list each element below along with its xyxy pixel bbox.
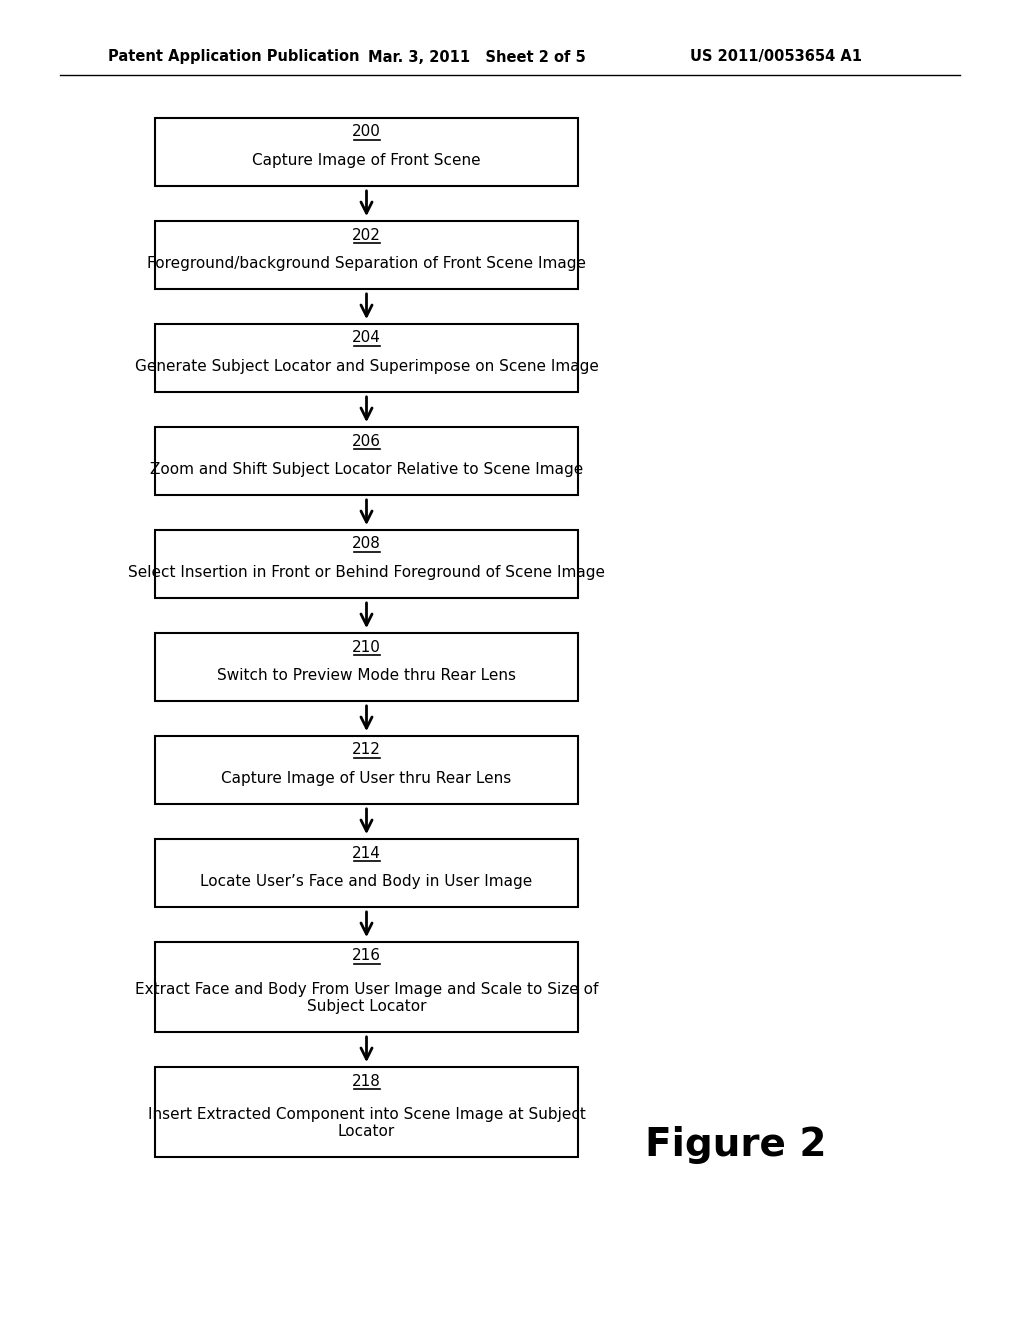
Bar xyxy=(155,737,578,804)
Text: Generate Subject Locator and Superimpose on Scene Image: Generate Subject Locator and Superimpose… xyxy=(134,359,598,374)
Text: Zoom and Shift Subject Locator Relative to Scene Image: Zoom and Shift Subject Locator Relative … xyxy=(150,462,583,477)
Bar xyxy=(155,323,578,392)
Bar xyxy=(155,634,578,701)
Text: 214: 214 xyxy=(352,846,381,861)
Text: Locate User’s Face and Body in User Image: Locate User’s Face and Body in User Imag… xyxy=(201,874,532,888)
Text: 212: 212 xyxy=(352,742,381,758)
Text: 206: 206 xyxy=(352,433,381,449)
Text: 216: 216 xyxy=(352,949,381,964)
Text: Capture Image of Front Scene: Capture Image of Front Scene xyxy=(252,153,481,168)
Text: Subject Locator: Subject Locator xyxy=(307,999,426,1014)
Bar xyxy=(155,942,578,1032)
Text: 210: 210 xyxy=(352,639,381,655)
Bar xyxy=(155,840,578,907)
Text: Insert Extracted Component into Scene Image at Subject: Insert Extracted Component into Scene Im… xyxy=(147,1106,586,1122)
Text: Select Insertion in Front or Behind Foreground of Scene Image: Select Insertion in Front or Behind Fore… xyxy=(128,565,605,579)
Text: 202: 202 xyxy=(352,227,381,243)
Text: 200: 200 xyxy=(352,124,381,140)
Bar xyxy=(155,220,578,289)
Bar xyxy=(155,531,578,598)
Text: US 2011/0053654 A1: US 2011/0053654 A1 xyxy=(690,49,862,65)
Text: 204: 204 xyxy=(352,330,381,346)
Text: Switch to Preview Mode thru Rear Lens: Switch to Preview Mode thru Rear Lens xyxy=(217,668,516,682)
Bar xyxy=(155,426,578,495)
Text: Patent Application Publication: Patent Application Publication xyxy=(108,49,359,65)
Text: Figure 2: Figure 2 xyxy=(645,1126,826,1164)
Text: Foreground/background Separation of Front Scene Image: Foreground/background Separation of Fron… xyxy=(147,256,586,271)
Text: Locator: Locator xyxy=(338,1123,395,1139)
Text: 218: 218 xyxy=(352,1073,381,1089)
Bar xyxy=(155,1067,578,1158)
Text: Mar. 3, 2011   Sheet 2 of 5: Mar. 3, 2011 Sheet 2 of 5 xyxy=(368,49,586,65)
Text: Extract Face and Body From User Image and Scale to Size of: Extract Face and Body From User Image an… xyxy=(135,982,598,997)
Bar xyxy=(155,117,578,186)
Text: Capture Image of User thru Rear Lens: Capture Image of User thru Rear Lens xyxy=(221,771,512,785)
Text: 208: 208 xyxy=(352,536,381,552)
